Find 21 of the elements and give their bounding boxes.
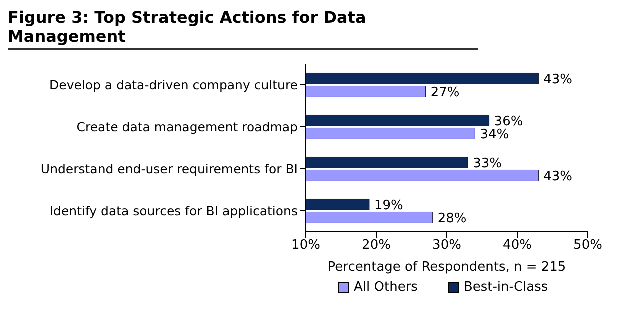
- data-label: 33%: [473, 156, 502, 172]
- y-tick-label: Develop a data-driven company culture: [50, 77, 298, 92]
- x-tick-label: 50%: [574, 238, 602, 254]
- x-axis-title: Percentage of Respondents, n = 215: [328, 260, 566, 275]
- data-label: 19%: [374, 198, 404, 214]
- y-tick-label: Identify data sources for BI applications: [50, 203, 298, 218]
- data-label: 34%: [480, 127, 510, 142]
- data-label: 27%: [430, 85, 460, 100]
- x-tick-label: 20%: [362, 238, 391, 254]
- y-tick-label: Create data management roadmap: [76, 119, 298, 134]
- data-label: 43%: [544, 72, 573, 88]
- legend-label: All Others: [354, 280, 418, 295]
- data-label: 28%: [438, 211, 467, 226]
- legend-label: Best-in-Class: [464, 280, 548, 295]
- data-label: 36%: [494, 114, 524, 130]
- chart-title: Figure 3: Top Strategic Actions for Data Management: [8, 8, 478, 50]
- x-tick-label: 10%: [292, 238, 320, 254]
- y-tick-label: Understand end-user requirements for BI: [40, 161, 298, 176]
- x-tick-label: 40%: [503, 238, 532, 254]
- x-tick-label: 30%: [432, 238, 462, 254]
- data-label: 43%: [544, 169, 573, 184]
